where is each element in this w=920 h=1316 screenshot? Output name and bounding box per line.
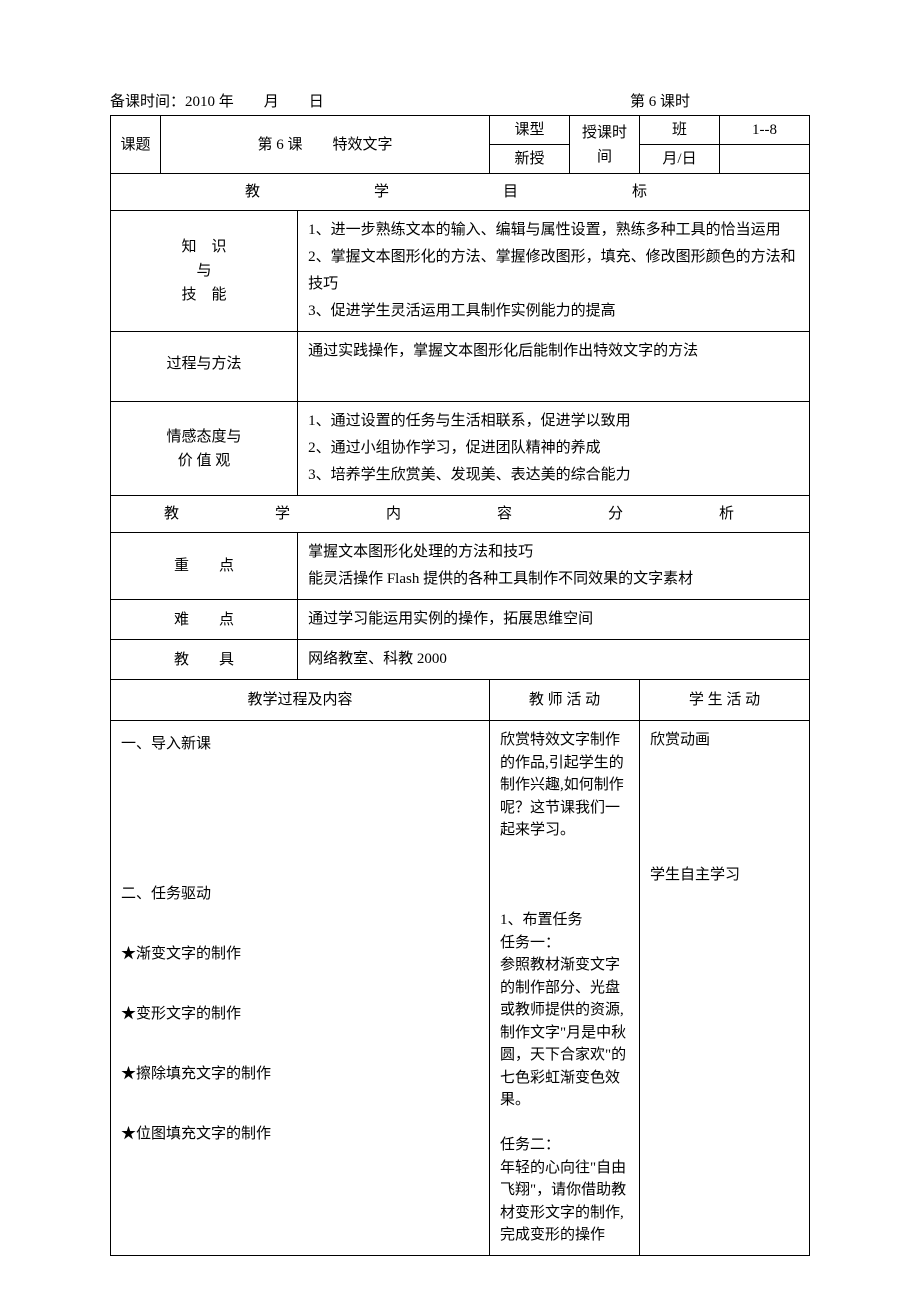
activity-header-2: 学 生 活 动 xyxy=(640,680,810,721)
activity-header-row: 教学过程及内容 教 师 活 动 学 生 活 动 xyxy=(111,680,810,721)
class-label: 班 xyxy=(640,116,720,145)
date-label: 月/日 xyxy=(640,145,720,174)
time-label: 授课时间 xyxy=(570,116,640,174)
objective-row-1: 过程与方法 通过实践操作，掌握文本图形化后能制作出特效文字的方法 xyxy=(111,332,810,402)
activity-content-row: 一、导入新课 二、任务驱动 ★渐变文字的制作 ★变形文字的制作 ★擦除填充文字的… xyxy=(111,721,810,1256)
activity-header-1: 教 师 活 动 xyxy=(490,680,640,721)
objective-row-0: 知 识 与 技 能 1、进一步熟练文本的输入、编辑与属性设置，熟练多种工具的恰当… xyxy=(111,211,810,332)
prep-date: 备课时间：2010 年 月 日 xyxy=(110,90,630,111)
header-row: 备课时间：2010 年 月 日 第 6 课时 xyxy=(110,90,810,111)
activity-col-process: 一、导入新课 二、任务驱动 ★渐变文字的制作 ★变形文字的制作 ★擦除填充文字的… xyxy=(111,721,490,1256)
objectives-heading: 教 学 目 标 xyxy=(111,174,810,211)
analysis-row-2: 教 具 网络教室、科教 2000 xyxy=(111,640,810,680)
objective-row-2: 情感态度与 价 值 观 1、通过设置的任务与生活相联系，促进学以致用 2、通过小… xyxy=(111,402,810,496)
analysis-row-1: 难 点 通过学习能运用实例的操作，拓展思维空间 xyxy=(111,600,810,640)
type-label: 课型 xyxy=(490,116,570,145)
activity-col-student: 欣赏动画 学生自主学习 xyxy=(640,721,810,1256)
topic-label: 课题 xyxy=(111,116,161,174)
topic-row-1: 课题 第 6 课 特效文字 课型 授课时间 班 1--8 xyxy=(111,116,810,145)
analysis-label-2: 教 具 xyxy=(111,640,298,680)
analysis-heading-row: 教 学 内 容 分 析 xyxy=(111,496,810,533)
activity-header-0: 教学过程及内容 xyxy=(111,680,490,721)
analysis-content-2: 网络教室、科教 2000 xyxy=(298,640,810,680)
analysis-label-0: 重 点 xyxy=(111,533,298,600)
objective-label-0: 知 识 与 技 能 xyxy=(111,211,298,332)
analysis-content-1: 通过学习能运用实例的操作，拓展思维空间 xyxy=(298,600,810,640)
objective-label-1: 过程与方法 xyxy=(111,332,298,402)
period-number: 第 6 课时 xyxy=(630,90,810,111)
date-value xyxy=(720,145,810,174)
objective-label-2: 情感态度与 价 值 观 xyxy=(111,402,298,496)
analysis-label-1: 难 点 xyxy=(111,600,298,640)
topic-title: 第 6 课 特效文字 xyxy=(161,116,490,174)
objective-content-1: 通过实践操作，掌握文本图形化后能制作出特效文字的方法 xyxy=(298,332,810,402)
activity-col-teacher: 欣赏特效文字制作的作品,引起学生的制作兴趣,如何制作呢？这节课我们一起来学习。 … xyxy=(490,721,640,1256)
analysis-content-0: 掌握文本图形化处理的方法和技巧 能灵活操作 Flash 提供的各种工具制作不同效… xyxy=(298,533,810,600)
objective-content-0: 1、进一步熟练文本的输入、编辑与属性设置，熟练多种工具的恰当运用 2、掌握文本图… xyxy=(298,211,810,332)
class-value: 1--8 xyxy=(720,116,810,145)
lesson-plan-table: 课题 第 6 课 特效文字 课型 授课时间 班 1--8 新授 月/日 教 学 … xyxy=(110,115,810,1256)
objectives-heading-row: 教 学 目 标 xyxy=(111,174,810,211)
analysis-heading: 教 学 内 容 分 析 xyxy=(111,496,810,533)
type-value: 新授 xyxy=(490,145,570,174)
objective-content-2: 1、通过设置的任务与生活相联系，促进学以致用 2、通过小组协作学习，促进团队精神… xyxy=(298,402,810,496)
analysis-row-0: 重 点 掌握文本图形化处理的方法和技巧 能灵活操作 Flash 提供的各种工具制… xyxy=(111,533,810,600)
